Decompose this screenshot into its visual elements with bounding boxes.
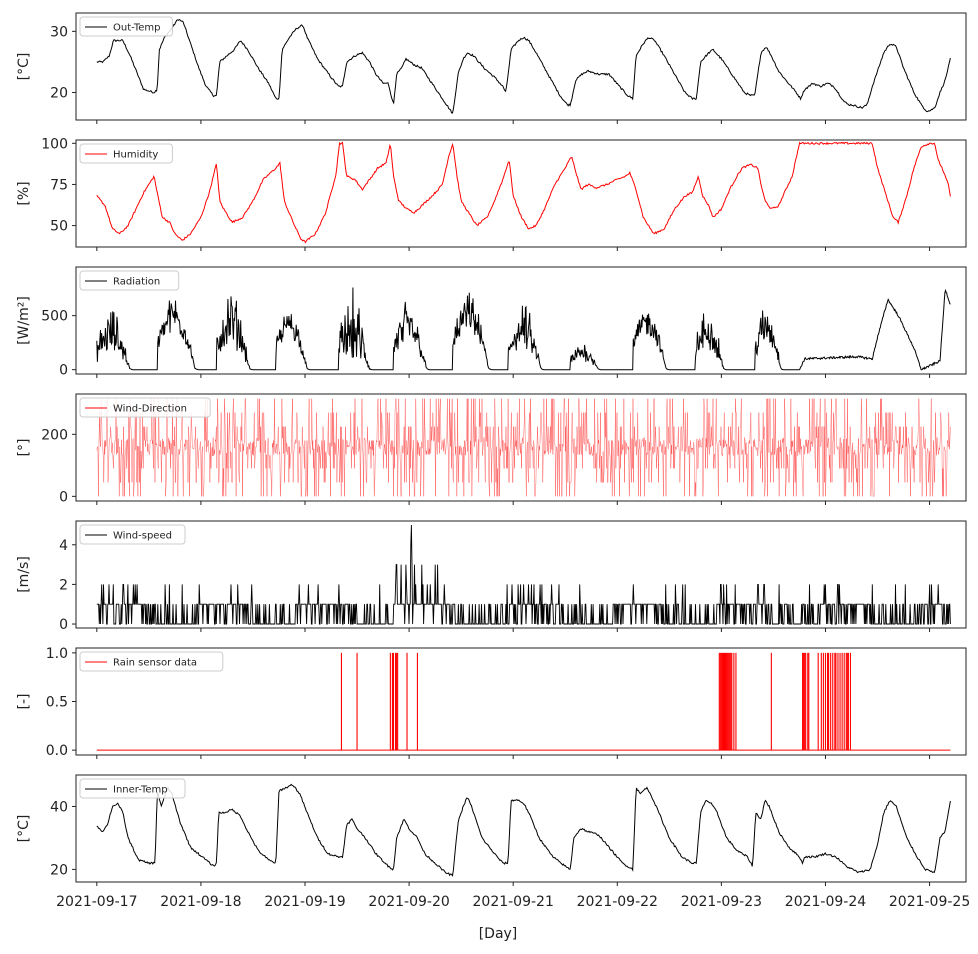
series-humidity: [96, 141, 951, 244]
panel-wind-speed: 0 2 4 [m/s] Wind-speed: [16, 520, 967, 633]
legend-box: [79, 778, 186, 799]
y-tick-label: 4: [59, 538, 68, 554]
y-tick-label: 30: [50, 24, 68, 40]
legend-box: [79, 651, 224, 672]
legend: Rain sensor data: [79, 651, 224, 672]
series-line: [96, 141, 951, 244]
panel-radiation: 0 500 [W/m²] Radiation: [16, 266, 967, 379]
axes-frame: [75, 12, 967, 121]
y-axis-label: [°C]: [16, 53, 32, 81]
x-tick-label: 2021-09-17: [56, 894, 137, 910]
y-axis-label: [%]: [16, 181, 32, 205]
x-tick-label: 2021-09-19: [264, 894, 345, 910]
x-tick-label: 2021-09-22: [577, 894, 658, 910]
legend: Out-Temp: [79, 16, 173, 37]
y-tick-label: 0.5: [46, 695, 68, 711]
y-tick-label: 2: [59, 577, 68, 593]
y-tick-label: 20: [50, 862, 68, 878]
legend-label: Radiation: [113, 277, 160, 288]
x-axis-label: [Day]: [479, 926, 518, 942]
series-line: [96, 287, 951, 371]
x-tick-label: 2021-09-25: [889, 894, 970, 910]
series-line: [96, 524, 951, 625]
x-tick-label: 2021-09-20: [368, 894, 449, 910]
axes-frame: [75, 266, 967, 375]
x-tick-label: 2021-09-23: [681, 894, 762, 910]
legend: Radiation: [79, 270, 180, 291]
panel-wind-direction: 0 200 [°] Wind-Direction: [16, 393, 967, 505]
legend-label: Rain sensor data: [113, 658, 197, 669]
y-axis-label: [°]: [16, 439, 32, 457]
legend-label: Wind-speed: [113, 531, 172, 542]
y-tick-label: 1.0: [46, 646, 68, 662]
y-tick-label: 50: [50, 219, 68, 235]
y-tick-label: 500: [41, 309, 68, 325]
y-tick-label: 100: [41, 136, 68, 152]
panel-inner-temp: 20 40 [°C] Inner-Temp 2021-09-17 2021-09-18 20…: [16, 774, 970, 910]
legend-box: [79, 524, 186, 545]
series-line: [96, 783, 951, 877]
y-tick-label: 0: [59, 363, 68, 379]
legend: Wind-Direction: [79, 397, 211, 418]
y-tick-label: 0.0: [46, 743, 68, 759]
series-wind-direction: [96, 398, 951, 497]
y-axis-label: [m/s]: [16, 556, 32, 593]
legend-box: [79, 143, 173, 164]
x-tick-label: 2021-09-24: [785, 894, 866, 910]
legend-box: [79, 397, 211, 418]
x-tick-label: 2021-09-21: [473, 894, 554, 910]
y-tick-label: 40: [50, 799, 68, 815]
y-tick-label: 75: [50, 177, 68, 193]
y-tick-label: 20: [50, 85, 68, 101]
legend-label: Wind-Direction: [113, 404, 187, 415]
series-out-temp: [96, 18, 951, 114]
series-wind-speed: [96, 524, 951, 625]
legend-label: Humidity: [113, 150, 158, 161]
series-radiation: [96, 287, 951, 371]
legend-label: Out-Temp: [113, 23, 160, 34]
series-inner-temp: [96, 783, 951, 877]
axes-frame: [75, 520, 967, 629]
y-tick-label: 200: [41, 427, 68, 443]
axes-frame: [75, 139, 967, 248]
y-axis-label: [W/m²]: [16, 296, 32, 345]
panel-rain-sensor-data: 0.0 0.5 1.0 [-] Rain sensor data: [16, 646, 967, 759]
axes-frame: [75, 774, 967, 883]
panel-humidity: 50 75 100 [%] Humidity: [16, 136, 967, 251]
series-rain-sensor-data: [96, 652, 951, 751]
y-tick-label: 0: [59, 617, 68, 633]
panel-out-temp: 20 30 [°C] Out-Temp: [16, 12, 967, 124]
axes-frame: [75, 393, 967, 502]
series-line: [96, 398, 951, 497]
legend: Humidity: [79, 143, 173, 164]
legend-box: [79, 270, 180, 291]
y-axis-label: [°C]: [16, 815, 32, 843]
series-line: [96, 18, 951, 114]
legend: Inner-Temp: [79, 778, 186, 799]
y-tick-label: 0: [59, 489, 68, 505]
legend: Wind-speed: [79, 524, 186, 545]
x-tick-label: 2021-09-18: [160, 894, 241, 910]
y-axis-label: [-]: [16, 694, 32, 710]
legend-label: Inner-Temp: [113, 785, 168, 796]
legend-box: [79, 16, 173, 37]
